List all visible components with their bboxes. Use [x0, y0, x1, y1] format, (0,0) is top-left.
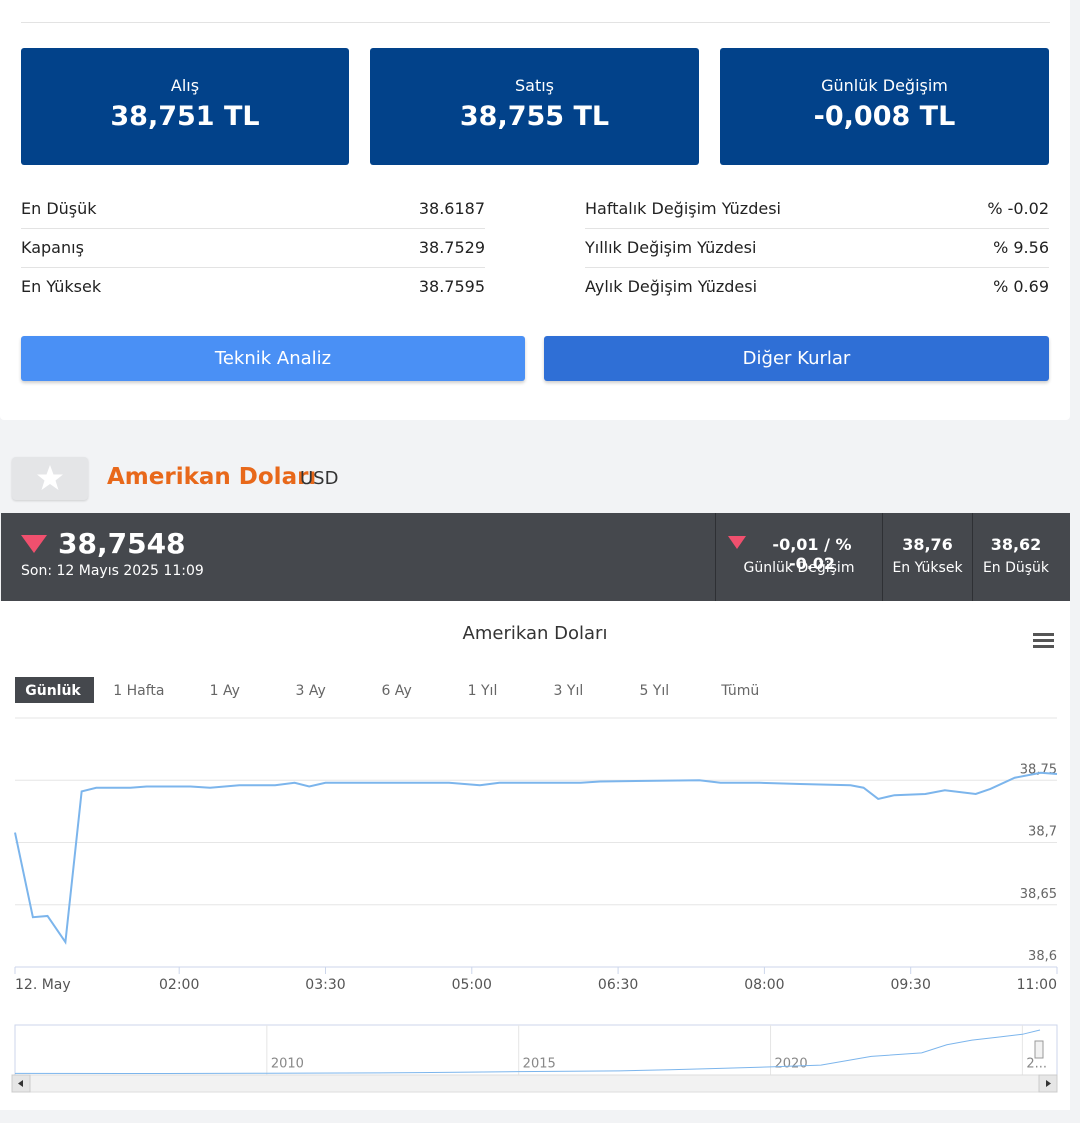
- stat-row: Kapanış 38.7529: [21, 229, 485, 268]
- x-tick-label: 02:00: [159, 977, 199, 993]
- x-tick-label: 03:30: [305, 977, 345, 993]
- navigator-label: 2020: [775, 1057, 808, 1072]
- range-button[interactable]: 6 Ay: [381, 683, 411, 699]
- stat-value: % 0.69: [993, 277, 1049, 296]
- x-tick-label: 11:00: [1017, 977, 1057, 993]
- button[interactable]: Diğer Kurlar: [544, 336, 1049, 381]
- stat-row: Aylık Değişim Yüzdesi % 0.69: [585, 268, 1049, 306]
- line: [14, 771, 1058, 945]
- card-value: -0,008 TL: [813, 101, 956, 132]
- divider: [21, 22, 1050, 23]
- menu-icon[interactable]: [1033, 633, 1054, 648]
- down-arrow: [21, 535, 47, 553]
- currency-code: USD: [300, 468, 339, 489]
- navigator-handle[interactable]: [1034, 1040, 1044, 1059]
- range-button[interactable]: 3 Yıl: [554, 683, 584, 699]
- low-label: En Düşük: [982, 560, 1050, 576]
- quote-bar: 38,7548 Son: 12 Mayıs 2025 11:09 -0,01 /…: [1, 513, 1070, 601]
- down-arrow: [728, 536, 746, 549]
- divider: [882, 513, 883, 601]
- updated: Son: 12 Mayıs 2025 11:09: [21, 563, 204, 579]
- change: -0,01 / % -0.02: [772, 535, 852, 573]
- line: [14, 1029, 1041, 1074]
- range-button[interactable]: 3 Ay: [296, 683, 326, 699]
- chart-title: Amerikan Doları: [463, 623, 608, 644]
- stat-label: Yıllık Değişim Yüzdesi: [585, 238, 757, 257]
- stat-value: % -0.02: [987, 199, 1049, 218]
- stat-value: 38.6187: [418, 199, 485, 218]
- price-card: Alış 38,751 TL: [21, 48, 349, 165]
- currency-name: Amerikan Doları: [107, 464, 317, 490]
- x-tick-label: 06:30: [598, 977, 638, 993]
- star-icon: [37, 465, 63, 490]
- stat-value: 38.7529: [418, 238, 485, 257]
- stats-right: Haftalık Değişim Yüzdesi % -0.02 Yıllık De…: [585, 190, 1049, 306]
- change-label: Günlük Değişim: [743, 560, 855, 576]
- arrow-right: [1046, 1080, 1051, 1087]
- range-button[interactable]: 1 Yıl: [468, 683, 498, 699]
- divider: [972, 513, 973, 601]
- y-tick-label: 38,7: [1028, 825, 1057, 840]
- stat-value: % 9.56: [993, 238, 1049, 257]
- price-card: Satış 38,755 TL: [370, 48, 699, 165]
- high-label: En Yüksek: [892, 560, 963, 576]
- favorite-button[interactable]: [12, 457, 88, 500]
- divider: [715, 513, 716, 601]
- stat-label: Aylık Değişim Yüzdesi: [585, 277, 758, 296]
- card-label: Günlük Değişim: [821, 76, 948, 95]
- navigator-label: 2015: [523, 1057, 556, 1072]
- stat-label: En Düşük: [21, 199, 97, 218]
- y-tick-label: 38,6: [1028, 949, 1057, 964]
- range-button[interactable]: 5 Yıl: [639, 683, 669, 699]
- low: 38,62: [990, 535, 1042, 554]
- arrow-left: [18, 1080, 23, 1087]
- range-selected: [15, 677, 94, 703]
- x-tick-label: 12. May: [15, 977, 71, 993]
- range-button[interactable]: 1 Hafta: [113, 683, 164, 699]
- chart: Amerikan Doları Günlük 1 Hafta 1 Ay 3 Ay 6 A…: [0, 601, 1070, 1110]
- navigator-label: 2...: [1026, 1057, 1047, 1072]
- card-label: Satış: [514, 76, 554, 95]
- stat-label: Haftalık Değişim Yüzdesi: [585, 199, 781, 218]
- stat-row: En Düşük 38.6187: [21, 190, 485, 229]
- card-label: Alış: [170, 76, 200, 95]
- price-card: Günlük Değişim -0,008 TL: [720, 48, 1049, 165]
- scrollbar[interactable]: [11, 1074, 1058, 1093]
- stat-row: Haftalık Değişim Yüzdesi % -0.02: [585, 190, 1049, 229]
- card-value: 38,755 TL: [459, 101, 610, 132]
- x-tick-label: 09:30: [891, 977, 931, 993]
- range-button[interactable]: 1 Ay: [210, 683, 240, 699]
- stat-row: Yıllık Değişim Yüzdesi % 9.56: [585, 229, 1049, 268]
- button[interactable]: Teknik Analiz: [21, 336, 525, 381]
- stat-value: 38.7595: [418, 277, 485, 296]
- price: 38,7548: [58, 527, 186, 560]
- navigator-label: 2010: [271, 1057, 304, 1072]
- high: 38,76: [902, 535, 953, 554]
- x-tick-label: 08:00: [744, 977, 784, 993]
- range-button[interactable]: Tümü: [720, 683, 759, 699]
- stat-label: Kapanış: [21, 238, 84, 257]
- card-value: 38,751 TL: [110, 101, 260, 132]
- x-tick-label: 05:00: [452, 977, 492, 993]
- navigator-frame: [14, 1024, 1058, 1076]
- range-button[interactable]: Günlük: [25, 683, 81, 699]
- stats-left: En Düşük 38.6187 Kapanış 38.7529 En Yüksek 38…: [21, 190, 485, 306]
- stat-label: En Yüksek: [21, 277, 102, 296]
- stat-row: En Yüksek 38.7595: [21, 268, 485, 306]
- y-tick-label: 38,65: [1020, 887, 1057, 902]
